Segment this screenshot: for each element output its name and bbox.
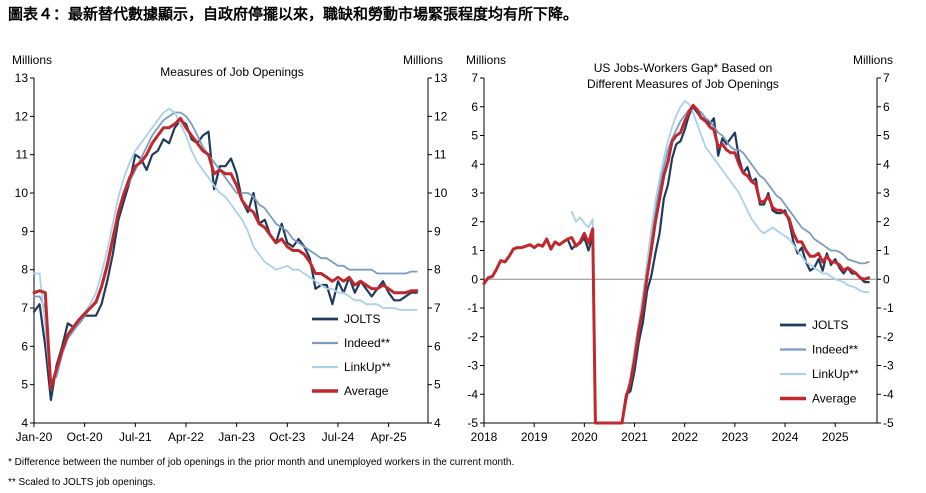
chart2-y-tick-label-right: 5 bbox=[883, 129, 890, 143]
chart1-series-average bbox=[32, 116, 419, 390]
chart1-y-tick-label-right: 10 bbox=[434, 186, 448, 200]
chart1-ylabel-right: Millions bbox=[403, 53, 443, 67]
chart2-y-tick-label-left: -4 bbox=[467, 387, 478, 401]
chart2-y-tick-label-right: 0 bbox=[883, 272, 890, 286]
chart1-y-tick-label-left: 12 bbox=[15, 109, 29, 123]
chart2-x-tick-label: 2024 bbox=[772, 430, 799, 444]
chart1-y-tick-label-left: 9 bbox=[21, 224, 28, 238]
chart2-ylabel-left: Millions bbox=[466, 53, 506, 67]
chart1-y-tick-label-left: 13 bbox=[15, 71, 29, 85]
chart2-ylabel-right: Millions bbox=[853, 53, 893, 67]
chart1-x-tick-label: Jan-20 bbox=[16, 430, 53, 444]
chart2-y-tick-label-right: 2 bbox=[883, 215, 890, 229]
chart2-y-tick-label-left: 6 bbox=[471, 100, 478, 114]
chart2-y-tick-label-right: -1 bbox=[883, 301, 894, 315]
chart1-legend-label-indeed: Indeed** bbox=[344, 336, 390, 350]
chart1-title-line: Measures of Job Openings bbox=[160, 65, 303, 79]
chart2-y-tick-label-left: -5 bbox=[467, 416, 478, 430]
chart2-y-tick-label-right: 6 bbox=[883, 100, 890, 114]
chart2-y-tick-label-right: -2 bbox=[883, 330, 894, 344]
chart2-y-tick-label-left: -1 bbox=[467, 301, 478, 315]
chart1-ylabel-left: Millions bbox=[12, 53, 52, 67]
chart1-legend-label-linkup: LinkUp** bbox=[344, 360, 391, 374]
chart2-x-tick-label: 2020 bbox=[571, 430, 598, 444]
chart1-x-tick-label: Oct-23 bbox=[269, 430, 305, 444]
chart2-title-line: Different Measures of Job Openings bbox=[587, 77, 779, 91]
chart2-y-tick-label-right: 7 bbox=[883, 71, 890, 85]
chart1-legend-label-average: Average bbox=[344, 384, 389, 398]
chart1-x-tick-label: Oct-20 bbox=[67, 430, 103, 444]
chart2-x-tick-label: 2021 bbox=[621, 430, 648, 444]
chart2-y-tick-label-left: 0 bbox=[471, 272, 478, 286]
chart1-y-tick-label-right: 12 bbox=[434, 109, 448, 123]
chart1-y-tick-label-left: 11 bbox=[16, 148, 29, 162]
figure-title: 圖表４：最新替代數據顯示，自政府停擺以來，職缺和勞動市場緊張程度均有所下降。 bbox=[8, 5, 579, 23]
chart2-y-tick-label-left: -2 bbox=[467, 330, 478, 344]
chart1-x-tick-label: Apr-22 bbox=[168, 430, 204, 444]
chart2-x-tick-label: 2022 bbox=[671, 430, 698, 444]
chart2-y-tick-label-left: 2 bbox=[471, 215, 478, 229]
chart1-x-tick-label: Apr-25 bbox=[371, 430, 407, 444]
chart2-x-tick-label: 2018 bbox=[471, 430, 498, 444]
footnote-scaled: ** Scaled to JOLTS job openings. bbox=[8, 477, 156, 488]
chart2-y-tick-label-left: -3 bbox=[467, 359, 478, 373]
chart2-series-linkup bbox=[570, 100, 870, 424]
chart2-x-tick-label: 2019 bbox=[521, 430, 548, 444]
chart1-x-tick-label: Jul-21 bbox=[119, 430, 152, 444]
chart2-y-tick-label-left: 4 bbox=[471, 157, 478, 171]
chart2-y-tick-label-left: 1 bbox=[471, 244, 478, 258]
chart1-y-tick-label-right: 9 bbox=[434, 224, 441, 238]
chart1-y-tick-label-left: 10 bbox=[15, 186, 29, 200]
footnote-gap: * Difference between the number of job o… bbox=[8, 457, 515, 468]
chart1-series-jolts bbox=[32, 119, 418, 402]
chart2-y-tick-label-left: 5 bbox=[471, 129, 478, 143]
chart2-y-tick-label-right: -3 bbox=[883, 359, 894, 373]
chart2-y-tick-label-right: 1 bbox=[883, 244, 890, 258]
chart2-title-line: US Jobs-Workers Gap* Based on bbox=[594, 61, 773, 75]
chart1-y-tick-label-left: 5 bbox=[21, 378, 28, 392]
chart1-x-tick-label: Jul-24 bbox=[322, 430, 355, 444]
chart1-y-tick-label-left: 6 bbox=[21, 339, 28, 353]
chart2-y-tick-label-left: 3 bbox=[471, 186, 478, 200]
chart1-y-tick-label-left: 8 bbox=[21, 263, 28, 277]
chart2-series-indeed bbox=[621, 105, 870, 424]
chart2-x-tick-label: 2025 bbox=[822, 430, 849, 444]
chart1-y-tick-label-right: 13 bbox=[434, 71, 448, 85]
chart1-y-tick-label-right: 4 bbox=[434, 416, 441, 430]
chart1-y-tick-label-right: 7 bbox=[434, 301, 441, 315]
chart1-y-tick-label-left: 4 bbox=[21, 416, 28, 430]
chart2-legend-label-average: Average bbox=[812, 392, 857, 406]
chart2-x-tick-label: 2023 bbox=[722, 430, 749, 444]
chart2-y-tick-label-right: 3 bbox=[883, 186, 890, 200]
chart2-legend-label-jolts: JOLTS bbox=[812, 318, 848, 332]
chart1-legend-label-jolts: JOLTS bbox=[344, 312, 380, 326]
chart2-y-tick-label-left: 7 bbox=[471, 71, 478, 85]
chart2-legend-label-indeed: Indeed** bbox=[812, 343, 858, 357]
chart2-series-average bbox=[482, 103, 871, 425]
chart1-y-tick-label-left: 7 bbox=[21, 301, 28, 315]
chart2-y-tick-label-right: 4 bbox=[883, 157, 890, 171]
chart2-y-tick-label-right: -4 bbox=[883, 387, 894, 401]
chart2-legend-label-linkup: LinkUp** bbox=[812, 367, 859, 381]
chart1-series-linkup bbox=[33, 107, 418, 390]
chart2-y-tick-label-right: -5 bbox=[883, 416, 894, 430]
chart1-y-tick-label-right: 11 bbox=[434, 148, 447, 162]
chart1-y-tick-label-right: 5 bbox=[434, 378, 441, 392]
chart1-y-tick-label-right: 6 bbox=[434, 339, 441, 353]
chart1-x-tick-label: Jan-23 bbox=[218, 430, 255, 444]
chart1-y-tick-label-right: 8 bbox=[434, 263, 441, 277]
